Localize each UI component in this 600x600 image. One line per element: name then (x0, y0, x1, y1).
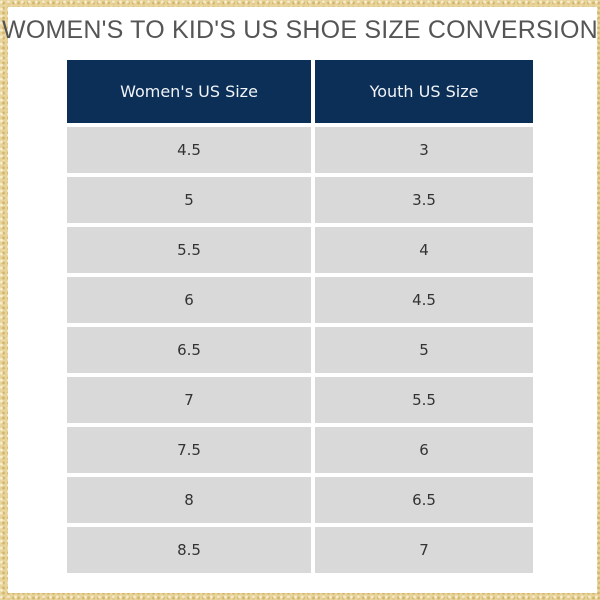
youth-size-cell: 5 (315, 327, 533, 373)
header-womens-size: Women's US Size (67, 60, 311, 123)
conversion-table: Women's US Size Youth US Size 4.5 3 5 3.… (67, 60, 533, 577)
table-row: 6.5 5 (67, 327, 533, 373)
youth-size-cell: 4.5 (315, 277, 533, 323)
womens-size-cell: 8 (67, 477, 311, 523)
table-row: 7 5.5 (67, 377, 533, 423)
youth-size-cell: 5.5 (315, 377, 533, 423)
youth-size-cell: 7 (315, 527, 533, 573)
womens-size-cell: 5 (67, 177, 311, 223)
table-row: 5 3.5 (67, 177, 533, 223)
womens-size-cell: 6 (67, 277, 311, 323)
table-row: 5.5 4 (67, 227, 533, 273)
womens-size-cell: 8.5 (67, 527, 311, 573)
womens-size-cell: 5.5 (67, 227, 311, 273)
youth-size-cell: 3 (315, 127, 533, 173)
womens-size-cell: 6.5 (67, 327, 311, 373)
womens-size-cell: 7.5 (67, 427, 311, 473)
table-row: 6 4.5 (67, 277, 533, 323)
page-title: WOMEN'S TO KID'S US SHOE SIZE CONVERSION (2, 16, 598, 44)
youth-size-cell: 4 (315, 227, 533, 273)
table-row: 4.5 3 (67, 127, 533, 173)
womens-size-cell: 4.5 (67, 127, 311, 173)
youth-size-cell: 3.5 (315, 177, 533, 223)
header-youth-size: Youth US Size (315, 60, 533, 123)
youth-size-cell: 6.5 (315, 477, 533, 523)
youth-size-cell: 6 (315, 427, 533, 473)
womens-size-cell: 7 (67, 377, 311, 423)
table-header-row: Women's US Size Youth US Size (67, 60, 533, 123)
table-row: 8 6.5 (67, 477, 533, 523)
table-row: 8.5 7 (67, 527, 533, 573)
table-row: 7.5 6 (67, 427, 533, 473)
